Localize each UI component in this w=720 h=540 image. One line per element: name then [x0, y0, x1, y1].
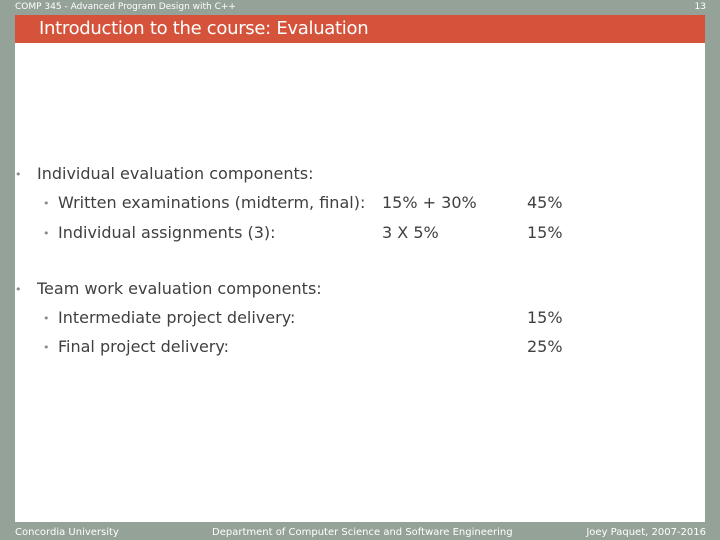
item-weight: 15%: [527, 308, 563, 327]
bullet-icon: •: [43, 227, 50, 240]
course-title: COMP 345 - Advanced Program Design with …: [15, 2, 236, 12]
item-weight: 15%: [527, 223, 563, 242]
bullet-icon: •: [15, 283, 22, 296]
slide-content: • Individual evaluation components: • Wr…: [15, 43, 705, 522]
footer-university: Concordia University: [15, 527, 119, 538]
slide-header: COMP 345 - Advanced Program Design with …: [0, 0, 720, 15]
bullet-icon: •: [43, 197, 50, 210]
item-detail: 3 X 5%: [382, 223, 439, 242]
bullet-icon: •: [43, 341, 50, 354]
item-weight: 25%: [527, 337, 563, 356]
slide-number: 13: [694, 2, 706, 12]
footer-author: Joey Paquet, 2007-2016: [586, 527, 706, 538]
item-label: Final project delivery:: [58, 337, 230, 356]
section-heading: Individual evaluation components:: [37, 164, 314, 183]
footer-department: Department of Computer Science and Softw…: [212, 527, 513, 538]
item-weight: 45%: [527, 193, 563, 212]
section-heading: Team work evaluation components:: [37, 279, 322, 298]
bullet-icon: •: [43, 312, 50, 325]
item-label: Individual assignments (3):: [58, 223, 276, 242]
bullet-icon: •: [15, 168, 22, 181]
item-detail: 15% + 30%: [382, 193, 477, 212]
item-label: Intermediate project delivery:: [58, 308, 296, 327]
item-label: Written examinations (midterm, final):: [58, 193, 366, 212]
slide-footer: Concordia University Department of Compu…: [0, 522, 720, 540]
slide-title: Introduction to the course: Evaluation: [39, 18, 369, 39]
title-bar: Introduction to the course: Evaluation: [15, 15, 705, 43]
